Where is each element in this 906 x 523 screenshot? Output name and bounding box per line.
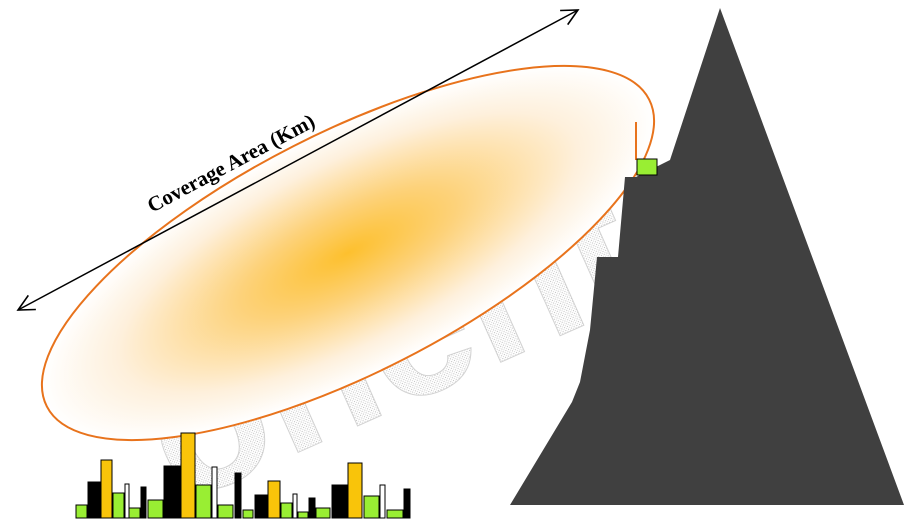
- antenna-box-icon: [637, 159, 657, 175]
